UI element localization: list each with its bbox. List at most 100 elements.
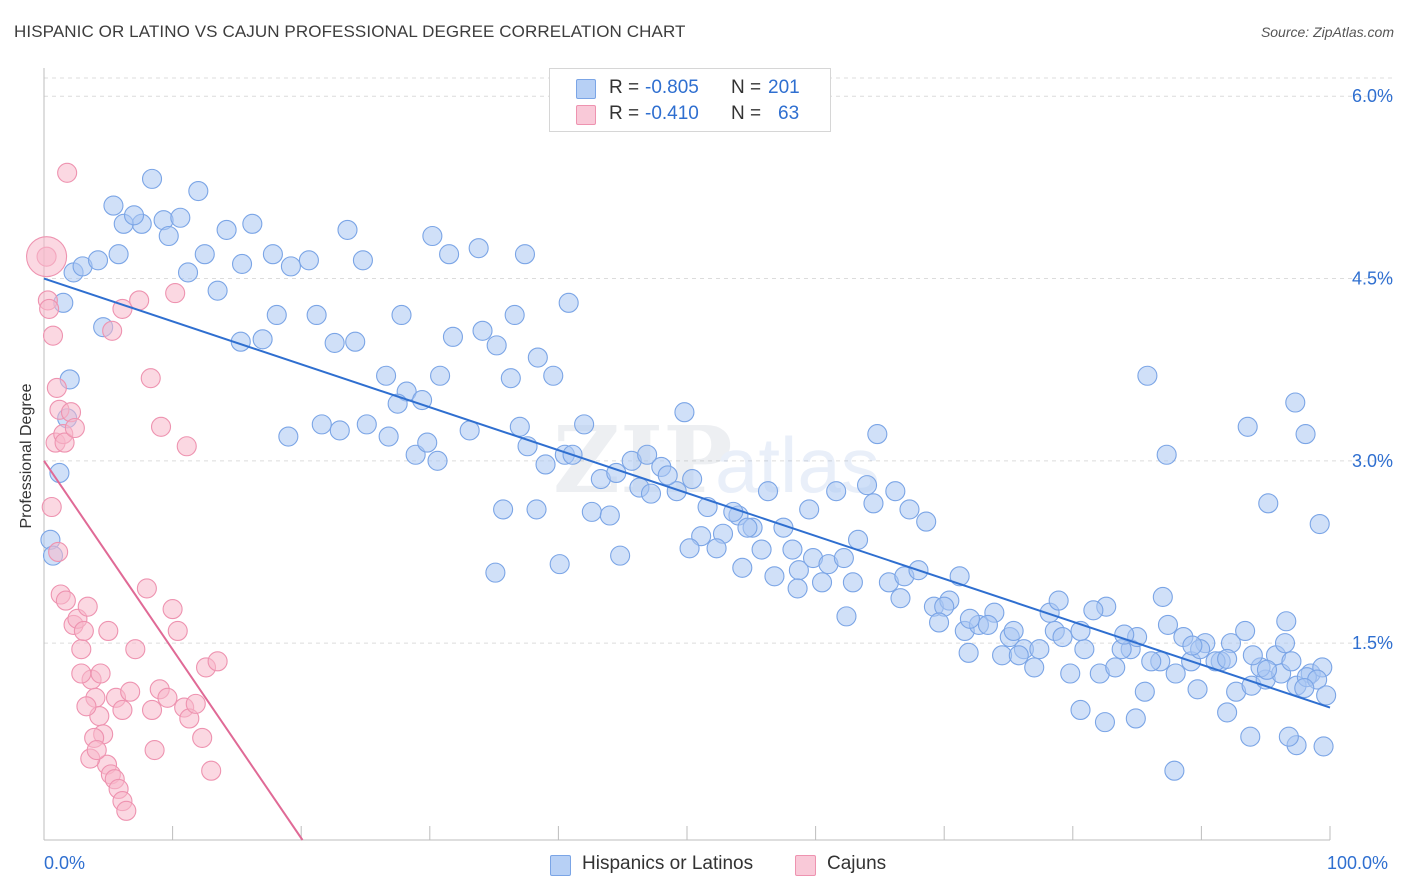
hispanic-point bbox=[1008, 645, 1029, 666]
hispanic-point bbox=[1258, 493, 1279, 514]
hispanic-point bbox=[1276, 611, 1297, 632]
hispanic-point bbox=[417, 432, 438, 453]
hispanic-point bbox=[352, 250, 373, 271]
cajun-point bbox=[41, 496, 62, 518]
hispanic-point bbox=[657, 465, 678, 486]
hispanic-point bbox=[1152, 586, 1173, 607]
hispanic-legend-swatch bbox=[550, 855, 571, 876]
cajun-point bbox=[141, 699, 163, 721]
r-label: R = bbox=[609, 103, 640, 124]
hispanic-point bbox=[706, 538, 727, 559]
hispanic-point bbox=[500, 368, 521, 389]
gridlines bbox=[44, 77, 1395, 644]
hispanic-point bbox=[959, 608, 980, 629]
cajun-point bbox=[165, 283, 186, 304]
hispanic-point bbox=[1313, 736, 1334, 757]
hispanic-point bbox=[356, 414, 377, 435]
hispanic-point bbox=[949, 566, 970, 587]
hispanic-point bbox=[472, 320, 493, 341]
legend-row-hispanic: R = -0.805 N = 201 bbox=[550, 74, 830, 100]
hispanic-point bbox=[826, 481, 847, 502]
hispanic-point bbox=[1274, 633, 1296, 654]
hispanic-point bbox=[885, 481, 906, 502]
hispanic-point bbox=[1003, 620, 1024, 642]
hispanic-point bbox=[916, 511, 937, 532]
hispanic-point bbox=[610, 545, 631, 566]
hispanic-point bbox=[977, 614, 998, 635]
cajun-legend-label: Cajuns bbox=[827, 853, 887, 874]
y-tick-label: 6.0% bbox=[1352, 86, 1393, 106]
hispanic-point bbox=[1235, 620, 1256, 642]
cajun-point bbox=[150, 416, 172, 437]
cajun-trend-line bbox=[43, 460, 304, 841]
hispanic-point bbox=[682, 469, 703, 490]
hispanic-point bbox=[422, 225, 443, 247]
cajun-swatch bbox=[576, 105, 596, 125]
hispanic-point bbox=[1048, 590, 1069, 611]
hispanic-point bbox=[958, 642, 979, 663]
hispanic-point bbox=[599, 505, 620, 526]
hispanic-point bbox=[1157, 614, 1179, 635]
x-tick-label-max: 100.0% bbox=[1327, 853, 1389, 873]
hispanic-point bbox=[581, 501, 602, 522]
hispanic-point bbox=[485, 562, 506, 583]
hispanic-point bbox=[1083, 600, 1104, 621]
hispanic-point bbox=[177, 262, 199, 283]
hispanic-point bbox=[1240, 726, 1261, 747]
hispanic-point bbox=[391, 304, 412, 326]
hispanic-point bbox=[574, 414, 595, 435]
hispanic-point bbox=[799, 499, 820, 520]
cajun-point bbox=[120, 681, 141, 702]
cajun-point bbox=[77, 596, 98, 617]
y-tick-label: 3.0% bbox=[1352, 451, 1393, 471]
hispanic-point bbox=[1070, 699, 1091, 721]
hispanic-point bbox=[1074, 639, 1095, 660]
hispanic-point bbox=[376, 365, 397, 386]
hispanic-point bbox=[764, 566, 785, 587]
stats-legend: R = -0.805 N = 201 R = -0.410 N = 63 bbox=[549, 68, 831, 132]
hispanic-point bbox=[493, 499, 514, 520]
hispanic-point bbox=[1187, 679, 1208, 700]
hispanic-point bbox=[1309, 513, 1330, 535]
hispanic-point bbox=[378, 426, 399, 447]
cajun-point bbox=[176, 436, 197, 457]
series-legend: Hispanics or Latinos Cajuns bbox=[0, 852, 1406, 878]
hispanic-point bbox=[1242, 645, 1263, 666]
cajun-point bbox=[64, 417, 85, 439]
hispanic-point bbox=[1165, 663, 1186, 684]
hispanic-point bbox=[1094, 712, 1115, 733]
hispanic-point bbox=[833, 547, 854, 569]
cajun-point bbox=[86, 740, 107, 761]
hispanic-point bbox=[311, 414, 332, 435]
hispanic-point bbox=[1316, 685, 1337, 706]
hispanic-point bbox=[430, 365, 451, 386]
hispanic-point bbox=[1141, 651, 1162, 672]
hispanic-point bbox=[863, 493, 884, 514]
r-value: -0.410 bbox=[645, 103, 699, 124]
hispanic-point bbox=[103, 195, 124, 216]
n-value: 63 bbox=[778, 103, 800, 124]
hispanic-point bbox=[141, 168, 163, 189]
hispanic-point bbox=[280, 256, 301, 277]
hispanic-point bbox=[691, 526, 712, 547]
hispanic-point bbox=[439, 244, 460, 265]
hispanic-point bbox=[737, 517, 758, 538]
cajun-point bbox=[185, 693, 206, 714]
hispanic-point bbox=[514, 244, 536, 265]
trend-lines bbox=[43, 277, 1331, 841]
legend-row-cajun: R = -0.410 N = 63 bbox=[550, 100, 830, 126]
cajun-point bbox=[140, 368, 161, 389]
cajun-point bbox=[76, 696, 97, 717]
cajun-point bbox=[42, 325, 64, 346]
hispanic-point bbox=[405, 444, 426, 465]
hispanic-point bbox=[262, 244, 283, 265]
cajun-points bbox=[26, 162, 228, 821]
hispanic-point bbox=[1164, 760, 1185, 781]
hispanic-point bbox=[992, 645, 1013, 666]
hispanic-point bbox=[787, 578, 808, 599]
y-tick-labels: 1.5% 3.0% 4.5% 6.0% bbox=[1352, 86, 1393, 653]
hispanic-point bbox=[468, 238, 489, 259]
cajun-point bbox=[73, 620, 94, 642]
cajun-point bbox=[162, 599, 183, 620]
